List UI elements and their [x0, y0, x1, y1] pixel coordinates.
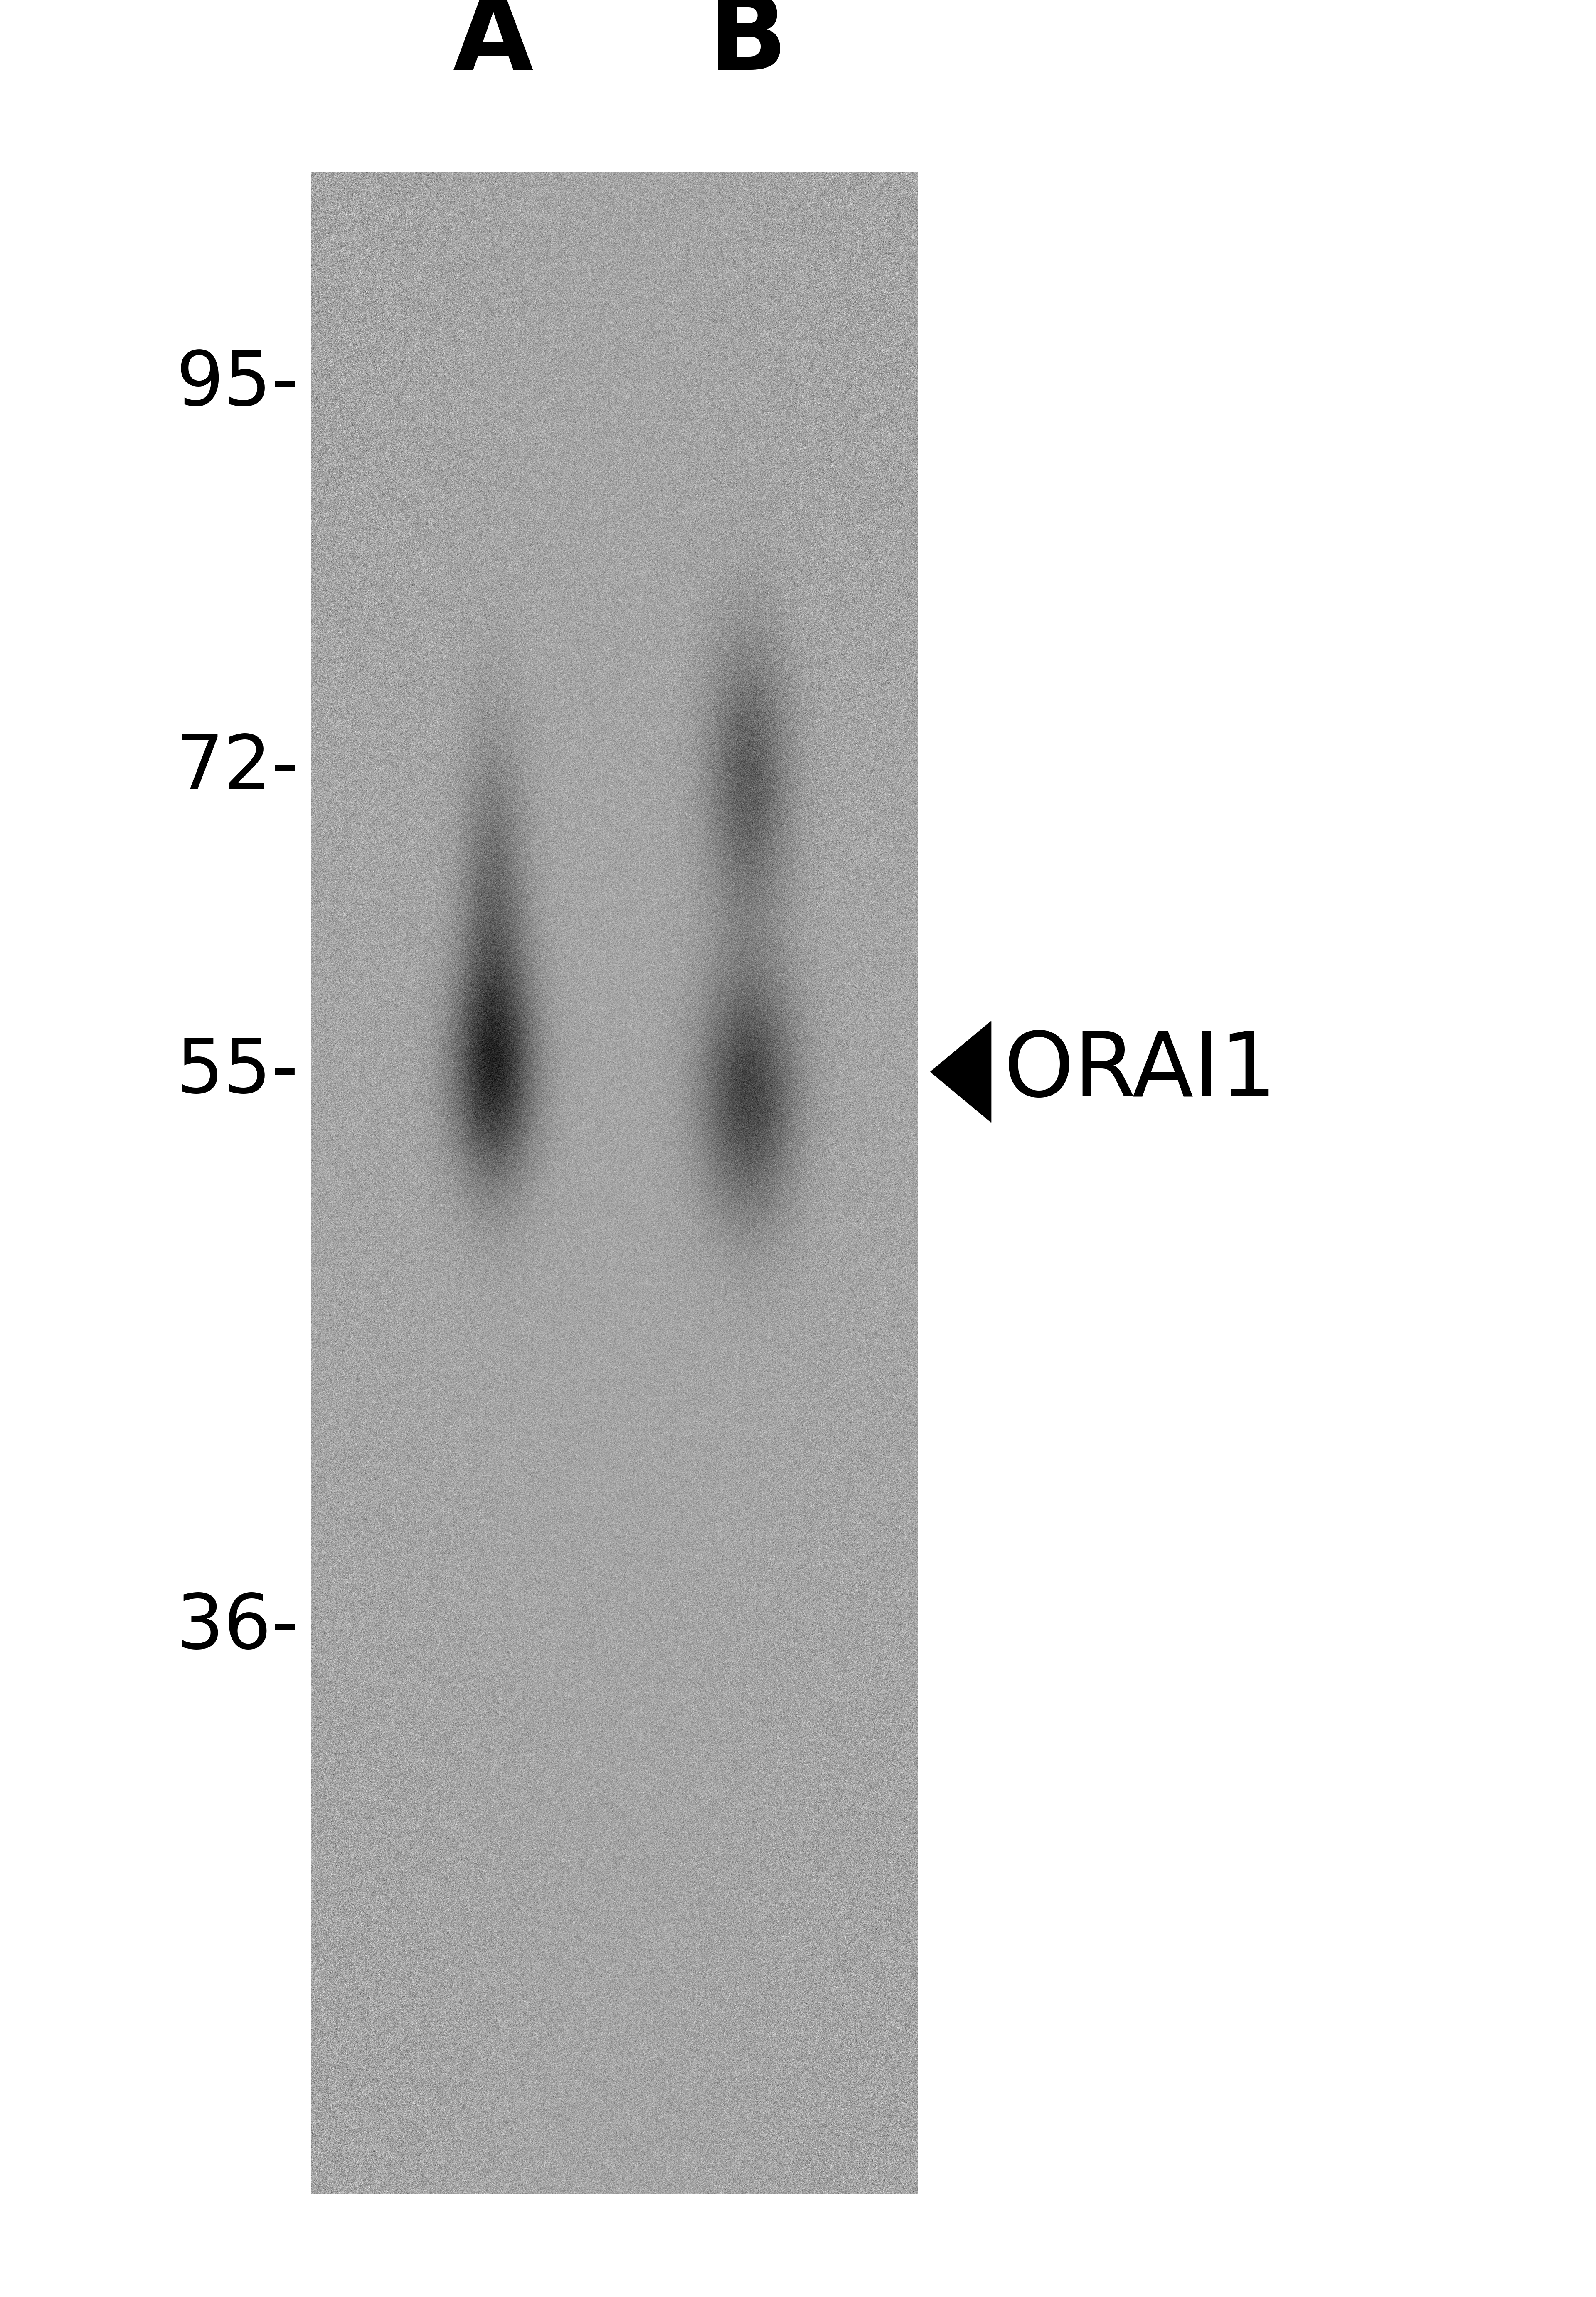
Text: B: B: [709, 0, 787, 92]
Polygon shape: [930, 1022, 991, 1123]
Text: 36-: 36-: [176, 1592, 298, 1665]
Text: 55-: 55-: [176, 1036, 298, 1109]
Text: A: A: [453, 0, 533, 92]
Text: 95-: 95-: [176, 347, 298, 420]
Text: ORAI1: ORAI1: [1004, 1029, 1277, 1116]
Text: 72-: 72-: [176, 733, 298, 806]
